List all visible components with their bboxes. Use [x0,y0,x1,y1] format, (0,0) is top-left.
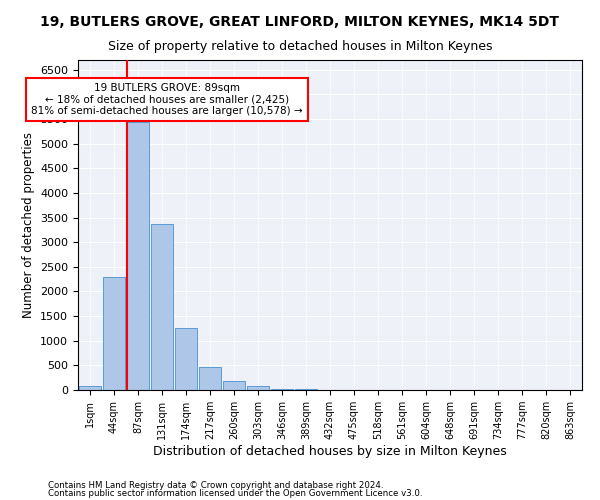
Bar [271,388,293,390]
Bar [223,381,245,390]
Text: 19, BUTLERS GROVE, GREAT LINFORD, MILTON KEYNES, MK14 5DT: 19, BUTLERS GROVE, GREAT LINFORD, MILTON… [41,15,560,29]
Bar [127,122,149,390]
X-axis label: Distribution of detached houses by size in Milton Keynes: Distribution of detached houses by size … [153,445,507,458]
Text: 19 BUTLERS GROVE: 89sqm
← 18% of detached houses are smaller (2,425)
81% of semi: 19 BUTLERS GROVE: 89sqm ← 18% of detache… [31,83,302,116]
Bar [151,224,173,390]
Text: Contains HM Land Registry data © Crown copyright and database right 2024.: Contains HM Land Registry data © Crown c… [48,480,383,490]
Text: Size of property relative to detached houses in Milton Keynes: Size of property relative to detached ho… [108,40,492,53]
Bar [247,386,269,390]
Text: Contains public sector information licensed under the Open Government Licence v3: Contains public sector information licen… [48,489,422,498]
Bar [175,328,197,390]
Bar [79,386,101,390]
Y-axis label: Number of detached properties: Number of detached properties [22,132,35,318]
Bar [199,368,221,390]
Bar [103,276,125,390]
